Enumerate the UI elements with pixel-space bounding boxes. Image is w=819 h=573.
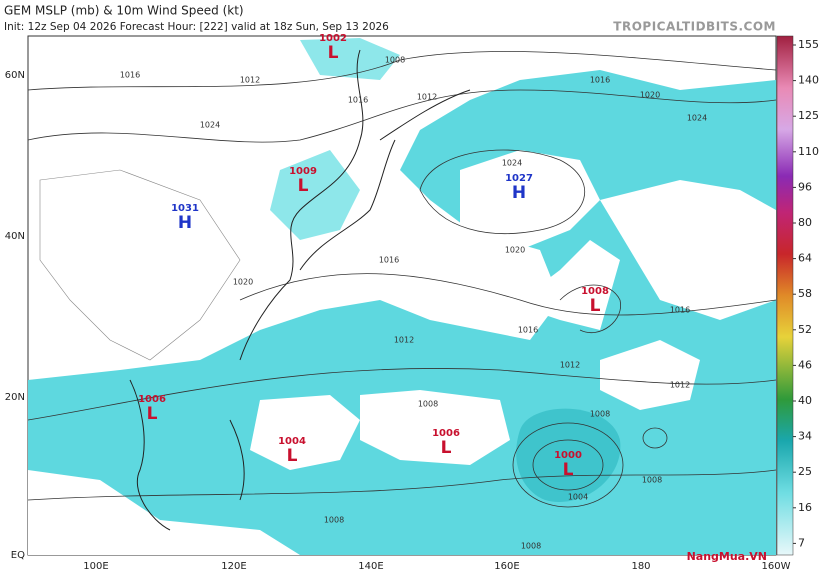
init-info: Init: 12z Sep 04 2026 Forecast Hour: [22… — [4, 21, 389, 33]
isobar-label: 1020 — [640, 91, 660, 100]
isobar-label: 1008 — [642, 476, 662, 485]
map-area — [27, 35, 777, 556]
coastlines — [129, 49, 471, 531]
watermark: NangMua.VN — [687, 550, 767, 563]
isobar-label: 1008 — [521, 542, 541, 551]
center-symbol: H — [178, 213, 192, 233]
isobar-label: 1012 — [670, 381, 690, 390]
lat-label: EQ — [11, 550, 25, 561]
isobar-label: 1024 — [687, 114, 707, 123]
isobar-label: 1020 — [233, 278, 253, 287]
center-pressure: 1004 — [278, 436, 306, 447]
isobar-label: 1016 — [379, 256, 399, 265]
lon-label: 180 — [631, 561, 650, 572]
isobar-label: 1004 — [568, 493, 588, 502]
colorbar-label: 140 — [798, 74, 819, 87]
isobar-labels: 1016 1012 1024 1016 1008 1012 1020 1024 1016 1024… — [120, 56, 707, 551]
lon-label: 120E — [221, 561, 246, 572]
colorbar-label: 52 — [798, 323, 812, 336]
isobar-label: 1016 — [120, 71, 140, 80]
colorbar-label: 155 — [798, 38, 819, 51]
isobar-label: 1012 — [240, 76, 260, 85]
colorbar-label: 7 — [798, 536, 805, 549]
lon-label: 140E — [358, 561, 383, 572]
isobar-label: 1016 — [348, 96, 368, 105]
lat-label: 20N — [5, 392, 25, 403]
isobar-label: 1008 — [385, 56, 405, 65]
lat-label: 40N — [5, 231, 25, 242]
lon-label: 160W — [762, 561, 791, 572]
center-pressure: 1006 — [138, 394, 166, 405]
colorbar-label: 58 — [798, 287, 812, 300]
isobar-label: 1016 — [670, 306, 690, 315]
center-pressure: 1009 — [289, 166, 317, 177]
colorbar-label: 110 — [798, 145, 819, 158]
isobar-label: 1008 — [418, 400, 438, 409]
wind-shading — [28, 38, 776, 555]
colorbar-label: 25 — [798, 465, 812, 478]
center-symbol: L — [147, 404, 158, 424]
isobar-label: 1008 — [590, 410, 610, 419]
center-pressure: 1006 — [432, 428, 460, 439]
lon-label: 100E — [83, 561, 108, 572]
center-symbol: L — [328, 43, 339, 63]
axis-labels: 60N 40N 20N EQ 100E 120E 140E 160E 180 160W — [5, 70, 791, 572]
colorbar-label: 80 — [798, 216, 812, 229]
center-pressure: 1031 — [171, 203, 199, 214]
isobar-label: 1012 — [560, 361, 580, 370]
center-pressure: 1027 — [505, 173, 533, 184]
colorbar-label: 34 — [798, 430, 812, 443]
isobar-label: 1020 — [505, 246, 525, 255]
lon-label: 160E — [494, 561, 519, 572]
center-symbol: H — [512, 183, 526, 203]
isobar-label: 1012 — [417, 93, 437, 102]
isobar-label: 1016 — [518, 326, 538, 335]
pressure-centers: 1002L1009L1031H1027H1008L1006L1004L1006L… — [138, 33, 609, 480]
isobar-label: 1012 — [394, 336, 414, 345]
colorbar-label: 96 — [798, 180, 812, 193]
colorbar-label: 125 — [798, 109, 819, 122]
colorbar — [776, 35, 794, 556]
isobar-label: 1016 — [590, 76, 610, 85]
center-symbol: L — [298, 176, 309, 196]
isobar-label: 1024 — [200, 121, 220, 130]
center-pressure: 1000 — [554, 450, 582, 461]
colorbar-label: 16 — [798, 501, 812, 514]
colorbar-label: 64 — [798, 252, 812, 265]
center-symbol: L — [563, 460, 574, 480]
center-pressure: 1002 — [319, 33, 347, 44]
source: TROPICALTIDBITS.COM — [613, 20, 776, 34]
colorbar-label: 46 — [798, 358, 812, 371]
title: GEM MSLP (mb) & 10m Wind Speed (kt) — [4, 4, 244, 18]
colorbar-label: 40 — [798, 394, 812, 407]
isobar-label: 1008 — [324, 516, 344, 525]
center-pressure: 1008 — [581, 286, 609, 297]
center-symbol: L — [441, 438, 452, 458]
lat-label: 60N — [5, 70, 25, 81]
isobar-label: 1024 — [502, 159, 522, 168]
center-symbol: L — [287, 446, 298, 466]
colorbar-ticks: 155 140 125 110 96 80 64 58 52 46 40 34 25 16 7 — [793, 38, 819, 549]
center-symbol: L — [590, 296, 601, 316]
